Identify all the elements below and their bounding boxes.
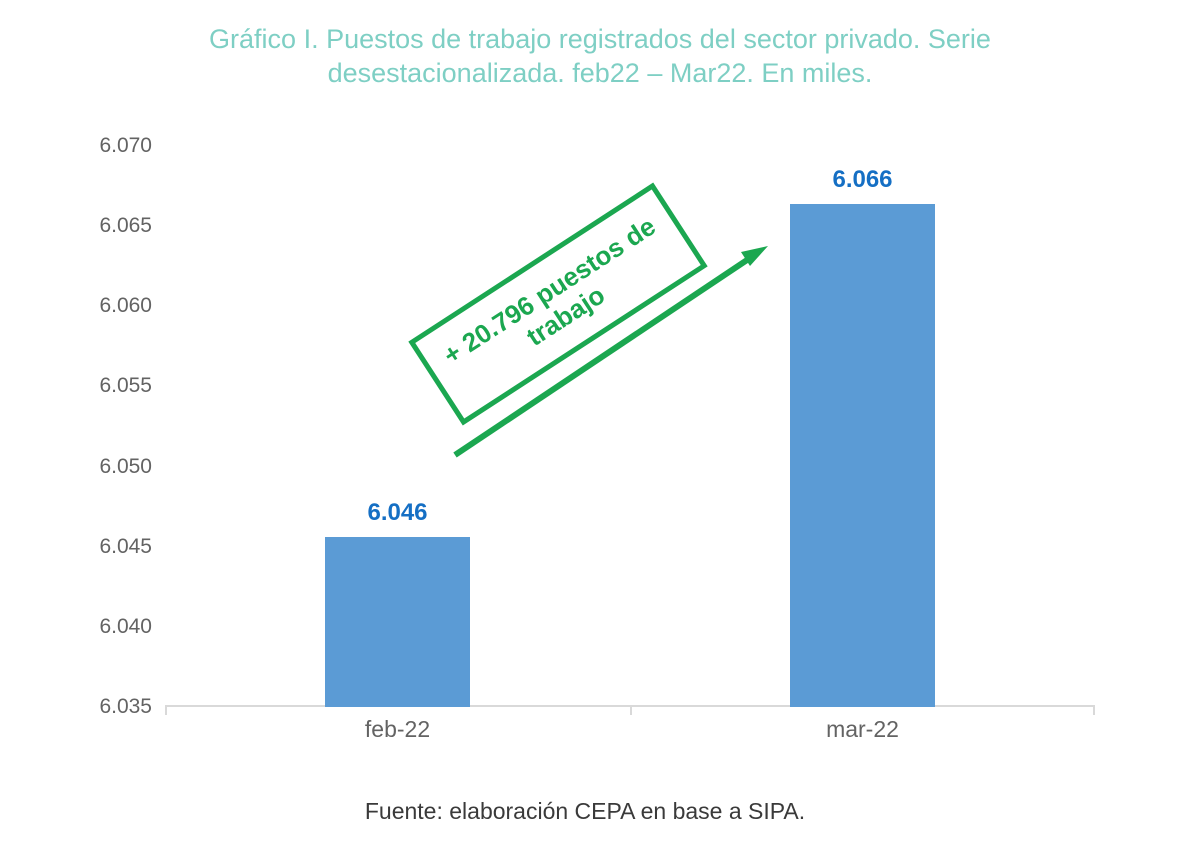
source-note: Fuente: elaboración CEPA en base a SIPA. (364, 798, 806, 824)
y-tick-label: 6.065 (99, 214, 152, 238)
growth-arrow-icon (453, 246, 768, 458)
bar-value-label: 6.046 (367, 499, 428, 527)
x-axis-tick (1093, 705, 1095, 715)
bar-mar-22 (790, 203, 935, 707)
x-tick-label: mar-22 (826, 716, 899, 742)
y-tick-label: 6.050 (99, 454, 152, 478)
x-axis-tick (630, 705, 632, 715)
chart-title: Gráfico I. Puestos de trabajo registrado… (209, 24, 991, 88)
bar-value-label: 6.066 (832, 165, 893, 193)
x-axis-tick (165, 705, 167, 715)
y-tick-label: 6.070 (99, 134, 152, 157)
y-tick-label: 6.045 (99, 534, 152, 558)
y-tick-label: 6.040 (99, 614, 152, 638)
y-tick-label: 6.060 (99, 294, 152, 318)
y-tick-label: 6.035 (99, 695, 152, 718)
y-tick-label: 6.055 (99, 374, 152, 398)
bar-feb-22 (325, 537, 470, 707)
x-tick-label: feb-22 (364, 716, 431, 742)
